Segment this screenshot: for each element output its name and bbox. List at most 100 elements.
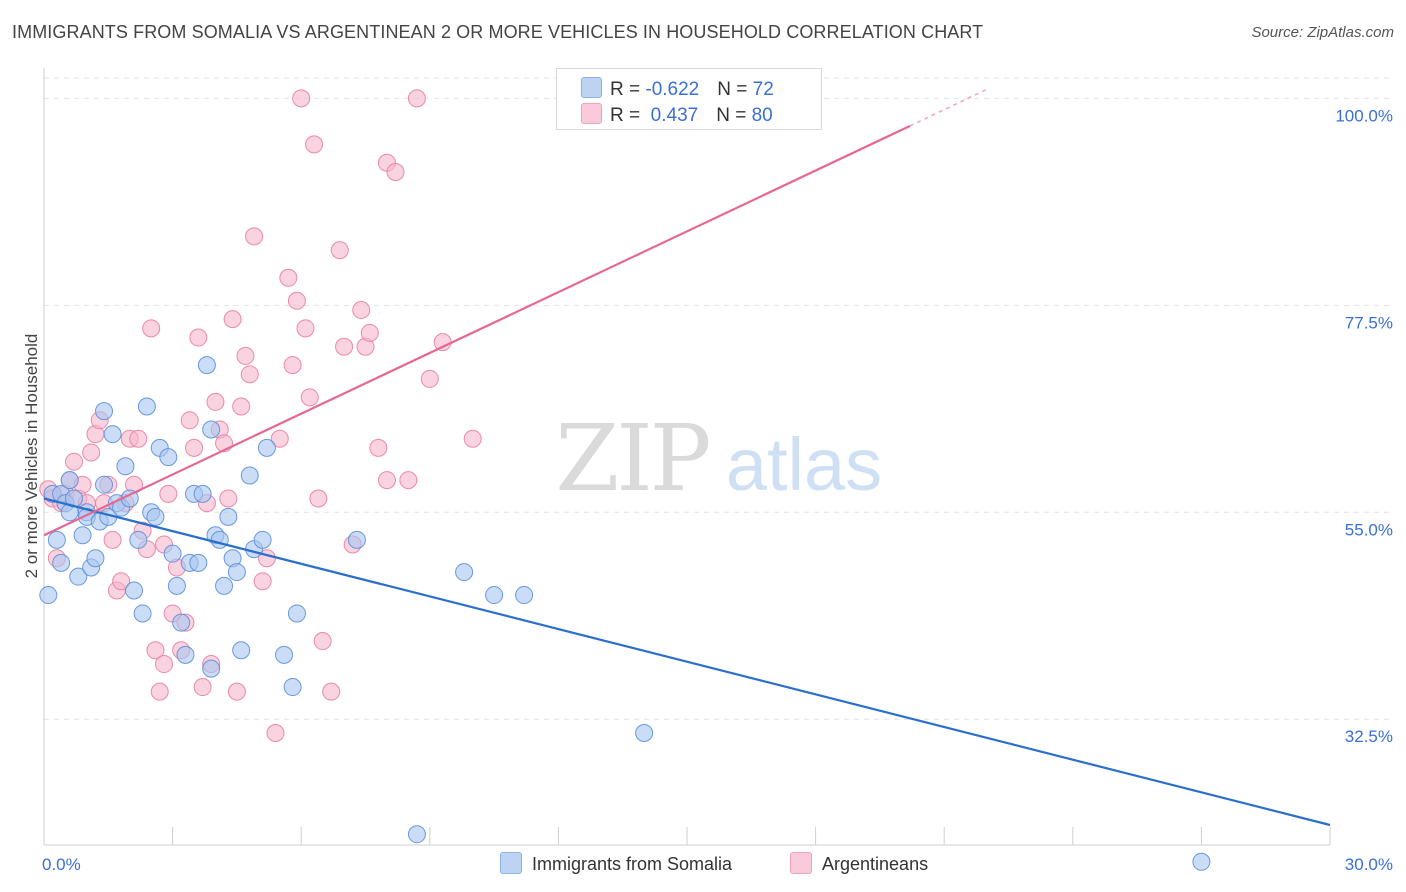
legend-label-argentineans: Argentineans [822, 854, 929, 874]
x-tick-label: 0.0% [42, 855, 81, 874]
data-point [206, 392, 225, 411]
data-point [283, 678, 302, 697]
data-point [330, 241, 349, 260]
data-point [296, 319, 315, 338]
legend-row-somalia: R = -0.622 N = 72 [581, 77, 774, 101]
data-point [129, 429, 148, 448]
data-point [215, 576, 234, 595]
data-point [240, 466, 259, 485]
data-point [347, 530, 366, 549]
data-point [253, 572, 272, 591]
stats-legend: R = -0.622 N = 72 R = 0.437 N = 80 [556, 68, 822, 130]
data-point [150, 682, 169, 701]
legend-swatch-somalia [581, 77, 602, 98]
data-point [219, 489, 238, 508]
y-tick-label: 55.0% [1345, 520, 1393, 539]
data-point [433, 333, 452, 352]
y-tick-label: 100.0% [1335, 106, 1393, 125]
legend-r-label: R = [610, 105, 646, 126]
data-point [146, 641, 165, 660]
legend-r-value: -0.622 [645, 79, 700, 100]
legend-swatch-argentineans [790, 852, 812, 874]
legend-label-somalia: Immigrants from Somalia [532, 854, 733, 874]
data-point [245, 227, 264, 246]
y-tick-label: 77.5% [1345, 313, 1393, 332]
somalia-points [39, 356, 1211, 871]
legend-r-value: 0.437 [645, 105, 699, 126]
data-point [86, 549, 105, 568]
legend-row-argentineans: R = 0.437 N = 80 [581, 103, 773, 127]
data-point [257, 438, 276, 457]
data-point [240, 365, 259, 384]
data-point [172, 613, 191, 632]
axes [43, 68, 1331, 846]
data-point [300, 388, 319, 407]
legend-r-label: R = [610, 79, 646, 100]
data-point [167, 576, 186, 595]
gridlines [44, 77, 1392, 720]
data-point [266, 724, 285, 743]
data-point [335, 337, 354, 356]
data-point [270, 429, 289, 448]
data-point [305, 135, 324, 154]
data-point [47, 530, 66, 549]
data-point [180, 411, 199, 430]
data-point [103, 530, 122, 549]
data-point [635, 724, 654, 743]
data-point [69, 567, 88, 586]
data-point [309, 489, 328, 508]
data-point [129, 530, 148, 549]
data-point [399, 471, 418, 490]
data-point [193, 678, 212, 697]
data-point [463, 429, 482, 448]
legend-n-label: N = [717, 79, 753, 100]
data-point [279, 268, 298, 287]
data-point [275, 645, 294, 664]
legend-item-argentineans[interactable]: Argentineans [790, 852, 928, 875]
data-point [133, 604, 152, 623]
data-point [287, 291, 306, 310]
data-point [386, 162, 405, 181]
data-point [232, 397, 251, 416]
data-point [322, 682, 341, 701]
data-point [95, 402, 114, 421]
legend-n-value: 80 [751, 105, 773, 126]
data-point [1192, 852, 1211, 871]
data-point [407, 825, 426, 844]
data-point [60, 471, 79, 490]
trend-line-argentineans-extension [909, 88, 988, 127]
data-point [146, 507, 165, 526]
data-point [125, 581, 144, 600]
data-point [137, 397, 156, 416]
data-point [232, 641, 251, 660]
x-tick-label: 30.0% [1345, 855, 1393, 874]
data-point [155, 655, 174, 674]
legend-item-somalia[interactable]: Immigrants from Somalia [500, 852, 732, 875]
data-point [193, 484, 212, 503]
watermark: ZIP atlas [555, 405, 882, 512]
data-point [82, 443, 101, 462]
data-point [103, 425, 122, 444]
data-point [52, 553, 71, 572]
data-point [369, 438, 388, 457]
data-point [189, 328, 208, 347]
tick-labels: 32.5% 55.0% 77.5% 100.0% 0.0% 30.0% [42, 106, 1393, 874]
data-point [360, 323, 379, 342]
chart-title: IMMIGRANTS FROM SOMALIA VS ARGENTINEAN 2… [12, 22, 984, 42]
data-point [163, 544, 182, 563]
data-point [189, 553, 208, 572]
data-point [210, 530, 229, 549]
trend-lines [43, 88, 1331, 827]
data-point [39, 586, 58, 605]
data-point [197, 356, 216, 375]
data-point [142, 319, 161, 338]
data-point [352, 300, 371, 319]
data-point [202, 659, 221, 678]
data-point [219, 507, 238, 526]
data-point [485, 586, 504, 605]
y-tick-label: 32.5% [1345, 727, 1393, 746]
legend-swatch-somalia [500, 852, 522, 874]
data-point [292, 89, 311, 108]
data-point [313, 632, 332, 651]
